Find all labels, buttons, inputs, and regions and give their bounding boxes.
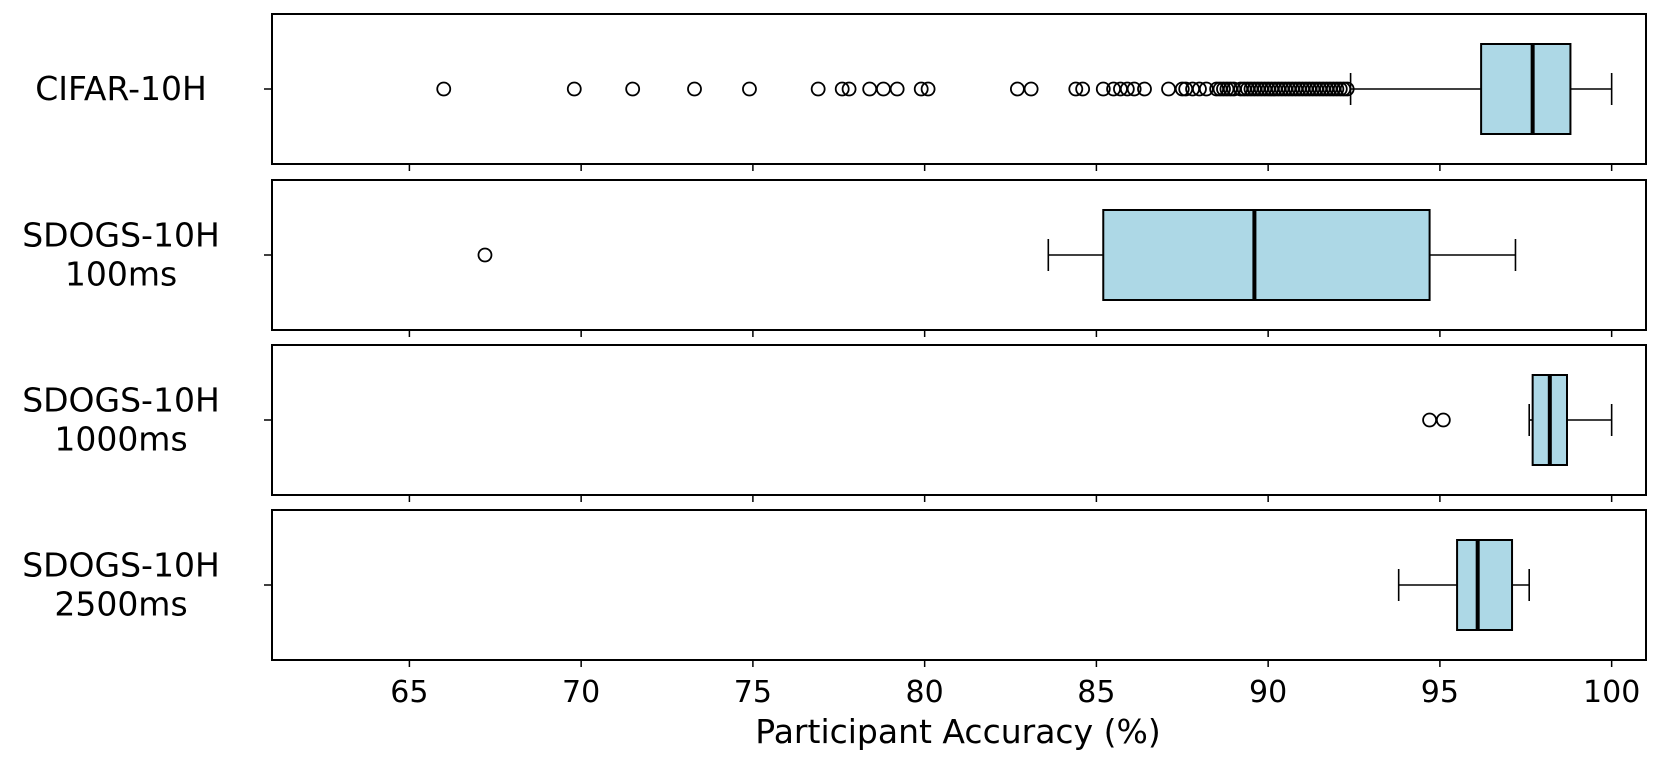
panel-1: CIFAR-10H bbox=[35, 13, 1647, 171]
outlier-point bbox=[920, 81, 936, 97]
x-axis-title: Participant Accuracy (%) bbox=[755, 712, 1160, 751]
outlier-point bbox=[913, 81, 929, 97]
panel-frame bbox=[271, 344, 1647, 496]
x-tick-label: 85 bbox=[1077, 675, 1115, 710]
outlier-point bbox=[742, 81, 757, 97]
category-label: 100ms bbox=[65, 255, 177, 294]
outlier-point bbox=[834, 81, 850, 97]
outlier-point bbox=[436, 81, 452, 97]
outlier-point bbox=[1075, 81, 1091, 97]
x-tick-label: 80 bbox=[906, 675, 944, 710]
x-tick-label: 70 bbox=[562, 675, 600, 710]
outlier-point bbox=[1137, 81, 1152, 97]
iqr-box bbox=[1480, 43, 1572, 135]
outlier-point bbox=[1339, 81, 1355, 97]
x-axis: 65 70 75 80 85 90 95 100 bbox=[390, 675, 1640, 710]
outlier-point bbox=[1068, 81, 1084, 97]
x-tick-label: 65 bbox=[390, 675, 428, 710]
outlier-point bbox=[625, 81, 641, 97]
outlier-point bbox=[566, 81, 582, 97]
category-label: SDOGS-10H bbox=[22, 546, 220, 585]
outlier-point bbox=[1095, 81, 1111, 97]
panels-layer: CIFAR-10HSDOGS-10H100msSDOGS-10H1000msSD… bbox=[22, 13, 1647, 667]
x-tick-label: 100 bbox=[1583, 675, 1640, 710]
outlier-point bbox=[841, 81, 857, 97]
category-label: SDOGS-10H bbox=[22, 216, 220, 255]
iqr-box bbox=[1456, 539, 1514, 631]
category-label: SDOGS-10H bbox=[22, 381, 220, 420]
category-label: 2500ms bbox=[54, 585, 187, 624]
category-label: CIFAR-10H bbox=[35, 69, 207, 108]
outlier-point bbox=[1192, 81, 1207, 97]
outlier-point bbox=[687, 81, 702, 97]
outlier-point bbox=[1023, 81, 1039, 97]
outlier-point bbox=[889, 81, 905, 97]
outlier-point bbox=[1126, 81, 1142, 97]
outlier-point bbox=[810, 81, 826, 97]
x-tick-label: 75 bbox=[734, 675, 772, 710]
iqr-box bbox=[1102, 209, 1431, 301]
x-tick-label: 95 bbox=[1421, 675, 1459, 710]
outlier-point bbox=[1119, 81, 1135, 97]
outlier-point bbox=[1435, 412, 1451, 428]
category-label: 1000ms bbox=[54, 420, 187, 459]
outlier-point bbox=[477, 247, 493, 263]
x-tick-label: 90 bbox=[1249, 675, 1287, 710]
